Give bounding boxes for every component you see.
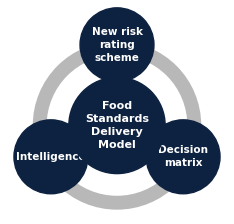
Circle shape <box>80 8 154 82</box>
Circle shape <box>146 120 220 194</box>
Text: Intelligence: Intelligence <box>16 152 86 162</box>
Text: New risk
rating
scheme: New risk rating scheme <box>91 27 143 62</box>
Circle shape <box>14 120 88 194</box>
Circle shape <box>69 77 165 174</box>
Text: Food
Standards
Delivery
Model: Food Standards Delivery Model <box>85 101 149 150</box>
Text: Decision
matrix: Decision matrix <box>158 145 208 168</box>
